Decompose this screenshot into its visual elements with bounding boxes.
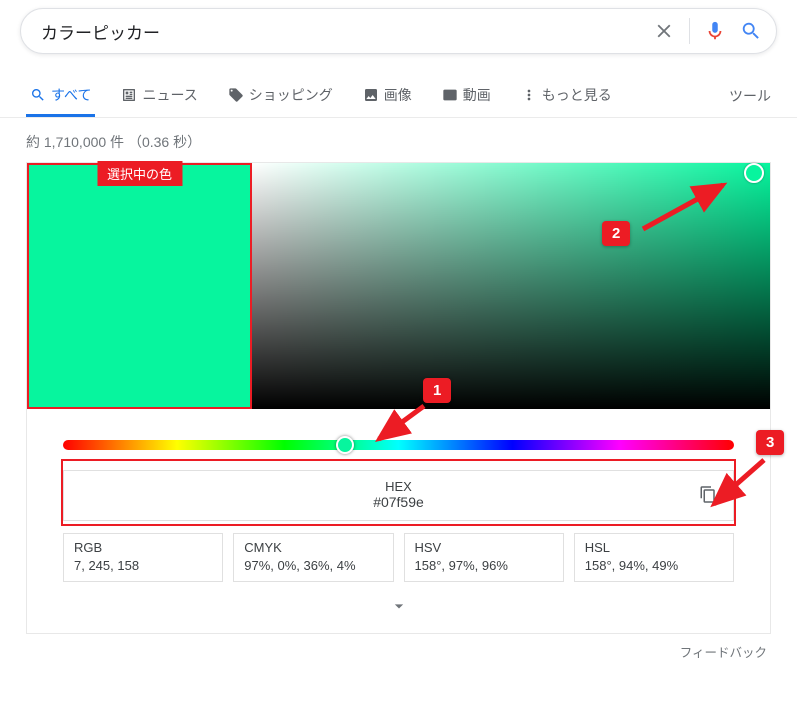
cmyk-cell[interactable]: CMYK 97%, 0%, 36%, 4% — [233, 533, 393, 582]
rgb-label: RGB — [74, 540, 212, 555]
divider — [689, 18, 690, 44]
copy-icon[interactable] — [699, 485, 717, 506]
clear-icon[interactable] — [653, 20, 675, 42]
hsv-value: 158°, 97%, 96% — [415, 558, 553, 573]
tab-images[interactable]: 画像 — [359, 75, 416, 117]
search-input[interactable] — [41, 21, 653, 41]
search-icon[interactable] — [740, 20, 762, 42]
tab-news-label: ニュース — [142, 85, 197, 105]
hex-label: HEX — [64, 479, 733, 494]
annotation-badge-1: 1 — [423, 378, 451, 403]
hue-thumb[interactable] — [336, 436, 354, 454]
tab-more-label: もっと見る — [542, 85, 612, 105]
saturation-value-area[interactable] — [252, 163, 770, 409]
cmyk-label: CMYK — [244, 540, 382, 555]
tab-all[interactable]: すべて — [26, 75, 95, 117]
hsl-cell[interactable]: HSL 158°, 94%, 49% — [574, 533, 734, 582]
tab-all-label: すべて — [51, 85, 91, 105]
hex-value: #07f59e — [64, 494, 733, 510]
expand-icon[interactable] — [27, 582, 770, 625]
hsl-label: HSL — [585, 540, 723, 555]
swatch-box: 選択中の色 — [27, 163, 252, 409]
hue-slider[interactable] — [63, 440, 734, 450]
swatch — [27, 163, 252, 409]
hsv-label: HSV — [415, 540, 553, 555]
color-picker-card: 選択中の色 HEX #07f59e RGB 7, 245, 158 CM — [26, 162, 771, 634]
annotation-badge-2: 2 — [602, 221, 630, 246]
tabs-row: すべて ニュース ショッピング 画像 動画 もっと見る ツール — [0, 74, 797, 118]
hex-box: HEX #07f59e — [63, 470, 734, 521]
tools-link[interactable]: ツール — [729, 86, 771, 106]
cmyk-value: 97%, 0%, 36%, 4% — [244, 558, 382, 573]
tab-more[interactable]: もっと見る — [517, 75, 616, 117]
tab-videos-label: 動画 — [463, 85, 491, 105]
hsv-cell[interactable]: HSV 158°, 97%, 96% — [404, 533, 564, 582]
rgb-cell[interactable]: RGB 7, 245, 158 — [63, 533, 223, 582]
hsl-value: 158°, 94%, 49% — [585, 558, 723, 573]
result-stats: 約 1,710,000 件 （0.36 秒） — [0, 118, 797, 162]
tab-news[interactable]: ニュース — [117, 75, 201, 117]
tab-images-label: 画像 — [384, 85, 412, 105]
annotation-swatch-label: 選択中の色 — [97, 161, 182, 186]
tab-videos[interactable]: 動画 — [438, 75, 495, 117]
feedback-link[interactable]: フィードバック — [0, 634, 797, 661]
search-bar — [20, 8, 777, 54]
rgb-value: 7, 245, 158 — [74, 558, 212, 573]
annotation-badge-3: 3 — [756, 430, 784, 455]
tab-shopping-label: ショッピング — [249, 85, 333, 105]
tab-shopping[interactable]: ショッピング — [224, 75, 337, 117]
mic-icon[interactable] — [704, 20, 726, 42]
